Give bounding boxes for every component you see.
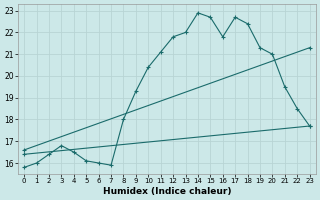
X-axis label: Humidex (Indice chaleur): Humidex (Indice chaleur): [103, 187, 231, 196]
